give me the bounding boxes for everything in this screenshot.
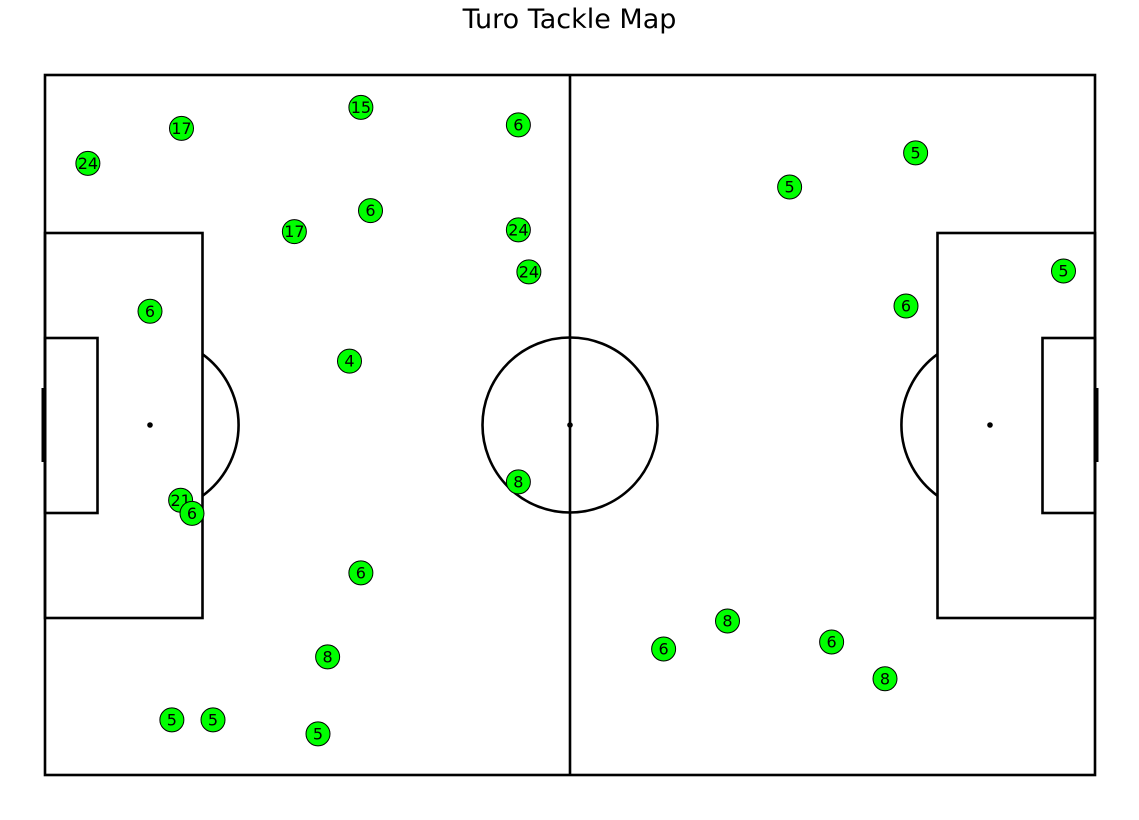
tackle-marker (505, 112, 531, 138)
tackle-marker (358, 198, 383, 224)
tackle-marker (348, 94, 374, 120)
tackle-point: 15 (348, 94, 374, 120)
tackle-point: 17 (169, 115, 194, 141)
chart-title: Turo Tackle Map (462, 4, 677, 35)
tackle-label: 24 (508, 220, 528, 239)
tackle-point: 17 (281, 219, 307, 245)
tackle-label: 8 (513, 472, 523, 491)
tackle-marker (348, 560, 374, 586)
right-six-yard-box (1041, 336, 1097, 515)
tackle-point: 6 (819, 629, 845, 655)
tackle-label: 5 (785, 178, 795, 197)
tackle-marker (1051, 258, 1076, 284)
tackle-point: 5 (159, 707, 185, 733)
tackle-marker (505, 469, 531, 495)
tackle-point: 24 (516, 259, 542, 285)
tackle-point: 24 (505, 217, 531, 243)
centre-spot (567, 422, 573, 428)
tackle-label: 5 (208, 710, 218, 729)
tackle-label: 6 (356, 563, 366, 582)
right-penalty-spot (987, 422, 993, 428)
tackle-marker (505, 217, 531, 243)
tackle-marker (903, 140, 929, 166)
tackle-point: 4 (337, 348, 362, 374)
tackle-marker (200, 707, 226, 733)
tackle-label: 5 (911, 143, 921, 162)
left-penalty-spot (147, 422, 153, 428)
tackle-marker (777, 174, 803, 200)
tackle-point: 5 (777, 174, 803, 200)
tackle-label: 24 (78, 154, 98, 173)
tackle-marker (179, 500, 205, 526)
tackle-point: 8 (715, 608, 740, 634)
tackle-label: 6 (365, 201, 375, 220)
tackle-label: 5 (1058, 262, 1068, 281)
tackle-label: 6 (659, 640, 669, 659)
tackle-marker (169, 115, 194, 141)
pitch-markings (41, 73, 1099, 777)
right-penalty-box (936, 231, 1097, 620)
tackle-label: 4 (344, 352, 354, 371)
tackle-point: 6 (893, 293, 919, 319)
tackle-label: 15 (351, 98, 371, 117)
tackle-marker (819, 629, 845, 655)
tackle-point: 5 (903, 140, 929, 166)
tackle-point: 6 (179, 500, 205, 526)
tackle-marker (137, 298, 163, 324)
tackle-marker (715, 608, 740, 634)
tackle-label: 5 (313, 724, 323, 743)
tackle-marker (315, 644, 341, 670)
tackle-marker (651, 636, 677, 662)
tackle-label: 8 (323, 647, 333, 666)
tackle-label: 5 (167, 710, 177, 729)
tackle-point: 8 (872, 666, 898, 692)
tackle-marker (305, 721, 331, 747)
tackle-marker (337, 348, 362, 374)
tackle-label: 24 (519, 262, 539, 281)
tackle-label: 17 (284, 222, 304, 241)
tackle-point: 5 (200, 707, 226, 733)
tackle-label: 17 (171, 119, 191, 138)
tackle-label: 6 (145, 302, 155, 321)
centre-circle (481, 336, 659, 514)
tackle-marker (281, 219, 307, 245)
tackle-marker (516, 259, 542, 285)
tackle-label: 6 (827, 633, 837, 652)
tackle-marker (75, 150, 101, 176)
tackle-marker (159, 707, 185, 733)
tackle-label: 6 (513, 115, 523, 134)
tackle-point: 6 (651, 636, 677, 662)
left-penalty-box (43, 231, 204, 620)
tackle-point: 5 (305, 721, 331, 747)
tackle-label: 8 (880, 669, 890, 688)
tackle-point: 8 (505, 469, 531, 495)
tackle-point: 24 (75, 150, 101, 176)
tackle-point: 5 (1051, 258, 1076, 284)
tackle-marker (893, 293, 919, 319)
tackle-marker (872, 666, 898, 692)
left-penalty-arc (201, 353, 240, 497)
tackle-label: 6 (187, 504, 197, 523)
tackle-point: 6 (358, 198, 383, 224)
right-penalty-arc (900, 353, 939, 497)
tackle-label: 8 (722, 612, 732, 631)
tackle-point: 6 (348, 560, 374, 586)
tackle-label: 6 (901, 297, 911, 316)
left-six-yard-box (43, 336, 99, 515)
tackle-point: 8 (315, 644, 341, 670)
tackle-point: 6 (505, 112, 531, 138)
tackle-point: 6 (137, 298, 163, 324)
